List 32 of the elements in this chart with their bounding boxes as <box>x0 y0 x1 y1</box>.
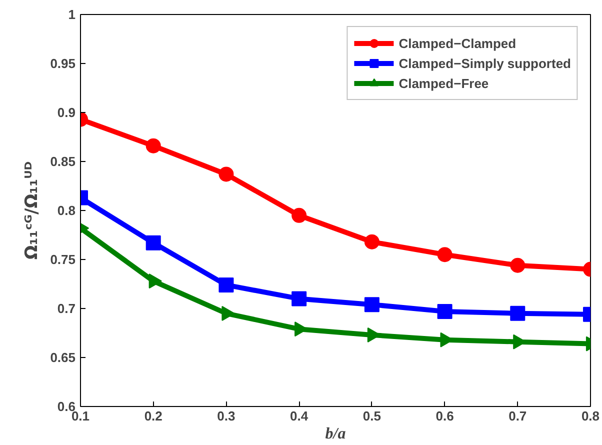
y-tick-label: 0.75 <box>50 252 76 267</box>
point <box>148 274 162 289</box>
point <box>222 306 235 321</box>
legend-label: Clamped−Clamped <box>398 35 516 51</box>
legend-label: Clamped−Free <box>398 75 489 91</box>
point <box>437 304 452 319</box>
y-tick-label: 0.7 <box>57 301 76 316</box>
x-tick-label: 0.5 <box>362 408 381 424</box>
point <box>364 297 380 312</box>
y-tick-label: 0.85 <box>50 154 76 169</box>
point <box>218 277 234 292</box>
y-tick-label: 0.9 <box>57 105 76 120</box>
y-tick-label: 1 <box>68 7 76 22</box>
point <box>510 306 526 321</box>
x-tick-label: 0.3 <box>217 408 236 424</box>
point <box>510 258 526 273</box>
x-tick-label: 0.8 <box>581 408 600 424</box>
point <box>292 208 307 223</box>
y-tick-label: 0.65 <box>50 350 76 365</box>
point <box>218 166 234 182</box>
x-tick-label: 0.2 <box>144 408 162 424</box>
point <box>364 234 380 250</box>
y-tick-label: 0.8 <box>57 203 76 218</box>
x-axis-title: b/a <box>325 426 346 442</box>
y-axis-title: Ω₁₁ᶜᴳ/Ω₁₁ᵁᴰ <box>22 161 42 260</box>
y-tick-label: 0.95 <box>50 56 76 71</box>
x-tick-label: 0.4 <box>290 408 309 424</box>
x-tick-label: 0.7 <box>508 408 527 424</box>
point <box>437 247 452 262</box>
point <box>292 291 307 306</box>
x-tick-label: 0.6 <box>436 408 454 424</box>
legend-label: Clamped−Simply supported <box>398 55 571 71</box>
